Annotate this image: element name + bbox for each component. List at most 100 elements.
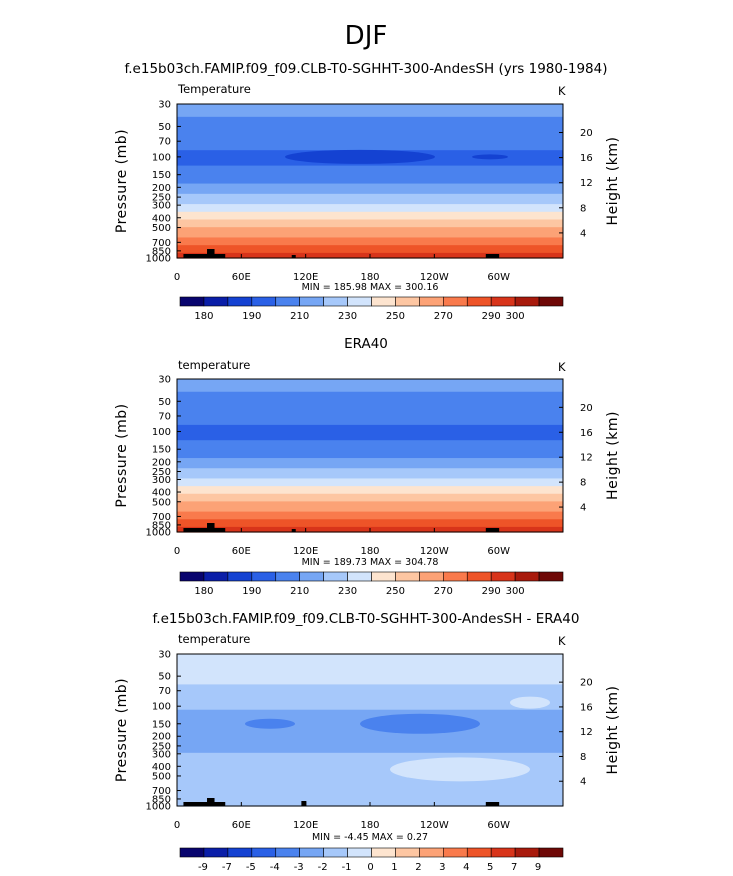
contour-band bbox=[177, 214, 563, 218]
contour-band bbox=[177, 478, 563, 482]
colorbar-swatch bbox=[179, 571, 205, 582]
longitude-tick-label: 0 bbox=[174, 272, 180, 283]
contour-band bbox=[177, 104, 563, 108]
colorbar-swatch bbox=[419, 296, 444, 307]
contour-band bbox=[177, 516, 563, 520]
contour-band bbox=[177, 170, 563, 174]
pressure-tick-label: 500 bbox=[152, 771, 171, 782]
colorbar-swatch bbox=[443, 571, 468, 582]
pressure-tick-label: 700 bbox=[152, 512, 171, 523]
colorbar-label: 290 bbox=[482, 311, 501, 322]
colorbar-label: -4 bbox=[270, 862, 280, 872]
tropopause-cold-region bbox=[472, 154, 508, 160]
contour-band bbox=[177, 712, 563, 716]
contour-band bbox=[177, 430, 563, 434]
contour-band bbox=[177, 483, 563, 487]
pressure-tick-label: 70 bbox=[158, 137, 171, 148]
topography-point bbox=[301, 801, 307, 806]
contour-band bbox=[177, 783, 563, 787]
contour-band bbox=[177, 681, 563, 685]
contour-band bbox=[177, 521, 563, 525]
longitude-tick-label: 0 bbox=[174, 820, 180, 831]
height-tick-label: 20 bbox=[580, 128, 593, 139]
contour-band bbox=[177, 491, 563, 495]
contour-band bbox=[177, 765, 563, 769]
contour-band bbox=[177, 468, 563, 472]
longitude-tick-label: 120E bbox=[293, 272, 318, 283]
pressure-tick-label: 150 bbox=[152, 445, 171, 456]
contour-band bbox=[177, 132, 563, 136]
contour-band bbox=[177, 773, 563, 777]
colorbar-swatch bbox=[395, 296, 420, 307]
colorbar-label: 230 bbox=[338, 586, 357, 597]
panel-variable-label: temperature bbox=[178, 358, 250, 372]
panel-variable-label: temperature bbox=[178, 632, 250, 646]
pressure-tick-label: 850 bbox=[152, 520, 171, 531]
colorbar-swatch bbox=[371, 571, 396, 582]
pressure-tick-label: 100 bbox=[152, 152, 171, 163]
longitude-tick-label: 60E bbox=[232, 272, 251, 283]
contour-band bbox=[177, 486, 563, 490]
contour-band bbox=[177, 686, 563, 691]
colorbar-swatch bbox=[203, 296, 229, 307]
min-max-text: MIN = -4.45 MAX = 0.27 bbox=[312, 832, 428, 843]
colorbar-swatch bbox=[395, 847, 420, 858]
contour-band bbox=[177, 412, 563, 416]
colorbar-label: 3 bbox=[439, 862, 445, 872]
colorbar-swatch bbox=[419, 847, 444, 858]
colorbar-label: 4 bbox=[463, 862, 469, 872]
pressure-tick-label: 250 bbox=[152, 741, 171, 752]
contour-band bbox=[177, 435, 563, 439]
contour-band bbox=[177, 704, 563, 708]
colorbar-label: 7 bbox=[511, 862, 517, 872]
contour-band bbox=[177, 450, 563, 454]
colorbar-swatch bbox=[275, 296, 300, 307]
pressure-tick-label: 30 bbox=[158, 650, 171, 661]
contour-band bbox=[177, 419, 563, 423]
contour-band bbox=[177, 116, 563, 120]
height-tick-label: 8 bbox=[580, 203, 586, 214]
contour-band bbox=[177, 463, 563, 467]
longitude-tick-label: 120W bbox=[420, 546, 449, 557]
contour-band bbox=[177, 422, 563, 426]
colorbar-swatch bbox=[347, 296, 372, 307]
contour-band bbox=[177, 757, 563, 761]
contour-band bbox=[177, 785, 563, 789]
contour-band bbox=[177, 465, 563, 469]
contour-band bbox=[177, 664, 563, 668]
contour-band bbox=[177, 127, 563, 131]
contour-band bbox=[177, 193, 563, 197]
contour-band bbox=[177, 676, 563, 680]
contour-band bbox=[177, 109, 563, 113]
topography-africa bbox=[183, 528, 226, 532]
contour-band bbox=[177, 679, 563, 683]
longitude-tick-label: 180 bbox=[360, 546, 379, 557]
contour-band bbox=[177, 437, 563, 441]
pressure-axis-title: Pressure (mb) bbox=[114, 129, 130, 233]
longitude-tick-label: 60E bbox=[232, 546, 251, 557]
contour-band bbox=[177, 381, 563, 385]
contour-band bbox=[177, 237, 563, 241]
height-tick-label: 20 bbox=[580, 403, 593, 414]
contour-band bbox=[177, 175, 563, 180]
contour-band bbox=[177, 186, 563, 190]
colorbar-label: 290 bbox=[482, 586, 501, 597]
pressure-tick-label: 500 bbox=[152, 223, 171, 234]
colorbar-swatch bbox=[490, 847, 516, 858]
contour-band bbox=[177, 755, 563, 759]
contour-band bbox=[177, 760, 563, 764]
contour-band bbox=[177, 768, 563, 772]
colorbar-label: 250 bbox=[386, 586, 405, 597]
contour-band bbox=[177, 671, 563, 675]
contour-band bbox=[177, 737, 563, 741]
colorbar-label: 2 bbox=[415, 862, 421, 872]
pressure-tick-label: 500 bbox=[152, 497, 171, 508]
contour-band bbox=[177, 384, 563, 388]
contour-band bbox=[177, 173, 563, 177]
contour-band bbox=[177, 475, 563, 480]
contour-band bbox=[177, 762, 563, 767]
contour-band bbox=[177, 699, 563, 703]
contour-band bbox=[177, 778, 563, 782]
pressure-tick-label: 300 bbox=[152, 749, 171, 760]
